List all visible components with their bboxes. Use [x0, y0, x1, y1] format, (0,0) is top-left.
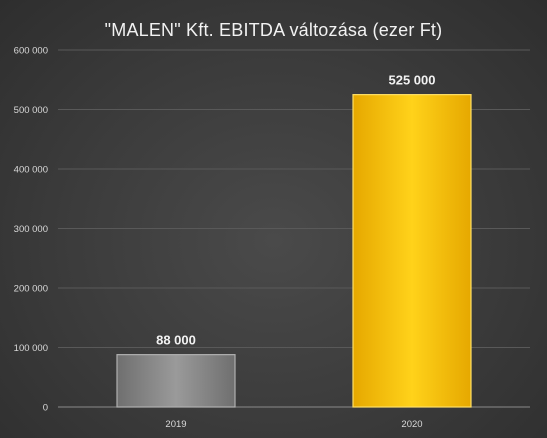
y-tick-label: 0 [43, 403, 48, 414]
y-tick-label: 400 000 [14, 165, 48, 176]
x-tick-label-2020: 2020 [401, 419, 422, 430]
bar-2020 [352, 94, 472, 408]
y-tick-label: 100 000 [14, 343, 48, 354]
data-label-2019: 88 000 [156, 333, 196, 348]
y-tick-label: 500 000 [14, 105, 48, 116]
data-label-2020: 525 000 [389, 73, 436, 88]
y-tick-label: 200 000 [14, 284, 48, 295]
bar-2019 [116, 354, 236, 408]
x-tick-label-2019: 2019 [165, 419, 186, 430]
y-tick-label: 600 000 [14, 46, 48, 57]
y-tick-label: 300 000 [14, 224, 48, 235]
chart-title: "MALEN" Kft. EBITDA változása (ezer Ft) [104, 20, 443, 40]
